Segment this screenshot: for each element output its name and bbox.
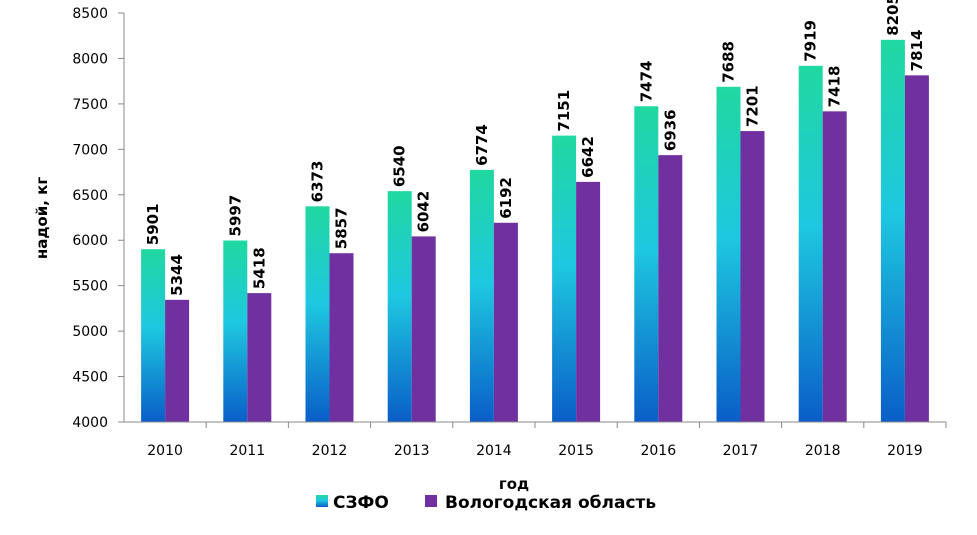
y-tick-label-4000: 4000 <box>72 415 108 431</box>
bar-vologda-2019 <box>904 75 929 422</box>
x-tick-label-2015: 2015 <box>558 443 594 459</box>
data-label-szfo-2019: 8205 <box>884 0 902 36</box>
y-tick-label-6500: 6500 <box>72 188 108 204</box>
x-tick-label-2013: 2013 <box>394 443 430 459</box>
y-tick-label-7500: 7500 <box>72 97 108 113</box>
data-label-vologda-2016: 6936 <box>661 109 679 151</box>
bar-vologda-2012 <box>329 253 354 422</box>
data-label-vologda-2013: 6042 <box>415 191 433 233</box>
data-label-szfo-2017: 7688 <box>720 41 738 83</box>
x-tick-label-2018: 2018 <box>805 443 841 459</box>
data-label-vologda-2018: 7418 <box>826 66 844 108</box>
bar-vologda-2016 <box>658 155 683 423</box>
bar-vologda-2018 <box>822 111 847 423</box>
y-tick-label-6000: 6000 <box>72 233 108 249</box>
data-label-szfo-2018: 7919 <box>802 20 820 62</box>
y-axis-label: надой, кг <box>33 177 51 260</box>
bar-szfo-2017 <box>716 86 741 422</box>
x-tick-label-2016: 2016 <box>640 443 676 459</box>
legend-swatch-szfo <box>316 495 328 507</box>
bar-szfo-2012 <box>305 206 330 422</box>
data-label-szfo-2013: 6540 <box>391 145 409 187</box>
legend-swatch-vologda <box>425 495 437 507</box>
y-tick-label-7000: 7000 <box>72 142 108 158</box>
x-tick-label-2017: 2017 <box>723 443 759 459</box>
data-label-szfo-2011: 5997 <box>226 195 244 237</box>
legend-label-vologda: Вологодская область <box>445 493 656 513</box>
data-label-vologda-2010: 5344 <box>168 254 186 296</box>
data-label-szfo-2015: 7151 <box>555 90 573 132</box>
data-label-vologda-2019: 7814 <box>908 30 926 72</box>
bar-szfo-2011 <box>223 240 248 422</box>
data-label-szfo-2014: 6774 <box>473 124 491 166</box>
bar-vologda-2013 <box>411 236 436 422</box>
bar-szfo-2016 <box>634 106 659 422</box>
bar-szfo-2013 <box>387 191 412 422</box>
data-label-vologda-2015: 6642 <box>579 136 597 178</box>
legend-label-szfo: СЗФО <box>333 493 389 513</box>
bar-szfo-2015 <box>552 135 577 422</box>
data-label-szfo-2012: 6373 <box>309 161 327 203</box>
bar-vologda-2011 <box>247 293 272 422</box>
x-tick-label-2010: 2010 <box>147 443 183 459</box>
x-axis-label: год <box>499 475 529 493</box>
x-tick-label-2014: 2014 <box>476 443 512 459</box>
bar-szfo-2019 <box>880 39 905 422</box>
x-tick-label-2019: 2019 <box>887 443 923 459</box>
data-label-vologda-2012: 5857 <box>333 207 351 249</box>
bar-vologda-2015 <box>576 181 601 422</box>
y-tick-label-8000: 8000 <box>72 51 108 67</box>
bar-szfo-2014 <box>469 169 494 422</box>
bar-szfo-2018 <box>798 65 823 422</box>
y-tick-label-5500: 5500 <box>72 279 108 295</box>
legend: СЗФО Вологодская область <box>316 493 656 513</box>
data-label-vologda-2014: 6192 <box>497 177 515 219</box>
bar-szfo-2010 <box>141 249 166 422</box>
data-label-vologda-2017: 7201 <box>744 85 762 127</box>
data-label-vologda-2011: 5418 <box>250 247 268 289</box>
x-tick-label-2012: 2012 <box>312 443 348 459</box>
bar-vologda-2014 <box>493 222 518 422</box>
y-tick-label-5000: 5000 <box>72 324 108 340</box>
y-tick-label-4500: 4500 <box>72 370 108 386</box>
data-label-szfo-2016: 7474 <box>637 61 655 103</box>
bar-vologda-2017 <box>740 131 765 422</box>
data-label-szfo-2010: 5901 <box>144 203 162 245</box>
x-tick-label-2011: 2011 <box>229 443 265 459</box>
y-tick-label-8500: 8500 <box>72 6 108 22</box>
bar-vologda-2010 <box>165 299 190 422</box>
